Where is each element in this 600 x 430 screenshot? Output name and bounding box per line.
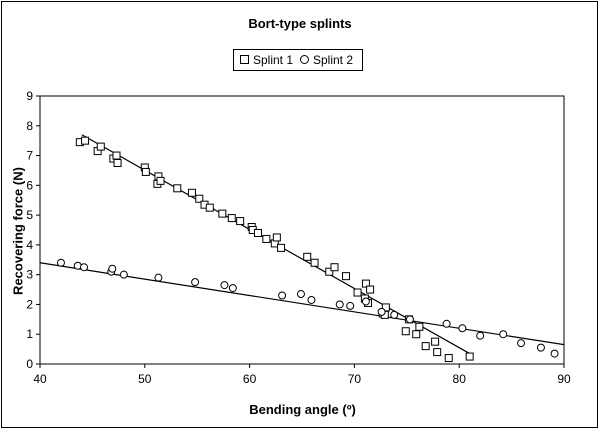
x-axis-label: Bending angle (º) xyxy=(249,402,356,417)
data-point-splint-1 xyxy=(272,233,281,242)
data-point-splint-1 xyxy=(421,342,430,351)
data-point-splint-1 xyxy=(431,337,440,346)
data-point-splint-1 xyxy=(381,303,390,312)
data-point-splint-2 xyxy=(405,315,414,324)
data-point-splint-1 xyxy=(465,352,474,361)
y-tick-label: 6 xyxy=(26,178,33,192)
data-point-splint-1 xyxy=(366,285,375,294)
data-point-splint-2 xyxy=(499,330,508,339)
data-point-splint-1 xyxy=(342,272,351,281)
data-point-splint-1 xyxy=(303,252,312,261)
data-point-splint-1 xyxy=(277,243,286,252)
data-point-splint-1 xyxy=(325,267,334,276)
data-point-splint-2 xyxy=(335,300,344,309)
trendline-splint-2 xyxy=(39,262,565,346)
data-point-splint-1 xyxy=(218,209,227,218)
data-point-splint-1 xyxy=(433,348,442,357)
y-tick-label: 1 xyxy=(26,327,33,341)
legend-item-splint-2: Splint 2 xyxy=(300,53,353,67)
data-point-splint-2 xyxy=(550,349,559,358)
data-point-splint-2 xyxy=(517,339,526,348)
data-point-splint-1 xyxy=(412,330,421,339)
data-point-splint-2 xyxy=(361,297,370,306)
data-point-splint-1 xyxy=(187,188,196,197)
data-point-splint-1 xyxy=(236,217,245,226)
square-marker-icon xyxy=(240,55,249,65)
data-point-splint-1 xyxy=(113,159,122,167)
data-point-splint-1 xyxy=(173,184,182,193)
y-tick-label: 7 xyxy=(26,149,33,163)
x-tick-label: 40 xyxy=(33,372,47,386)
y-tick-label: 3 xyxy=(26,268,33,282)
data-point-splint-1 xyxy=(415,322,424,331)
data-point-splint-2 xyxy=(56,258,65,267)
data-point-splint-1 xyxy=(112,151,121,160)
data-point-splint-2 xyxy=(108,264,117,273)
data-point-splint-2 xyxy=(307,295,316,304)
data-point-splint-2 xyxy=(119,270,128,279)
y-tick-label: 4 xyxy=(26,238,33,252)
data-point-splint-2 xyxy=(390,310,399,319)
data-point-splint-2 xyxy=(296,290,305,299)
data-point-splint-2 xyxy=(228,284,237,293)
data-point-splint-1 xyxy=(444,354,453,363)
data-point-splint-2 xyxy=(220,281,229,290)
data-point-splint-1 xyxy=(361,279,370,288)
data-point-splint-1 xyxy=(81,136,90,145)
x-tick-label: 50 xyxy=(138,372,152,386)
y-tick-label: 2 xyxy=(26,297,33,311)
data-point-splint-2 xyxy=(458,324,467,333)
data-point-splint-2 xyxy=(442,319,451,328)
plot-border xyxy=(39,95,565,365)
x-tick-label: 80 xyxy=(453,372,467,386)
legend-label-splint-2: Splint 2 xyxy=(313,53,354,67)
data-point-splint-1 xyxy=(195,194,204,203)
chart-title: Bort-type splints xyxy=(248,16,352,31)
data-point-splint-1 xyxy=(141,167,150,176)
y-axis-label: Recovering force (N) xyxy=(10,167,26,295)
data-point-splint-2 xyxy=(154,273,163,282)
data-point-splint-2 xyxy=(278,291,287,300)
data-point-splint-1 xyxy=(253,228,262,237)
x-tick-label: 60 xyxy=(243,372,257,386)
data-point-splint-1 xyxy=(310,258,319,267)
x-tick-label: 90 xyxy=(557,372,571,386)
y-tick-label: 5 xyxy=(26,208,33,222)
legend-label-splint-1: Splint 1 xyxy=(253,53,294,67)
data-point-splint-1 xyxy=(227,214,236,223)
y-tick-label: 9 xyxy=(26,89,33,103)
data-point-splint-1 xyxy=(205,203,214,212)
data-point-splint-2 xyxy=(476,331,485,340)
y-tick-label: 0 xyxy=(26,357,33,371)
data-point-splint-2 xyxy=(377,307,386,316)
data-point-splint-1 xyxy=(401,327,410,336)
circle-marker-icon xyxy=(300,55,309,65)
legend-item-splint-1: Splint 1 xyxy=(240,53,293,67)
data-point-splint-1 xyxy=(156,176,165,185)
x-tick-label: 70 xyxy=(348,372,362,386)
data-point-splint-2 xyxy=(536,343,545,352)
data-point-splint-1 xyxy=(96,142,105,151)
legend: Splint 1 Splint 2 xyxy=(233,49,363,71)
y-tick-label: 8 xyxy=(26,119,33,133)
data-point-splint-2 xyxy=(80,263,89,272)
data-point-splint-1 xyxy=(262,234,271,243)
data-point-splint-1 xyxy=(330,263,339,272)
data-point-splint-2 xyxy=(346,301,355,310)
data-point-splint-1 xyxy=(353,288,362,297)
data-point-splint-2 xyxy=(191,278,200,287)
